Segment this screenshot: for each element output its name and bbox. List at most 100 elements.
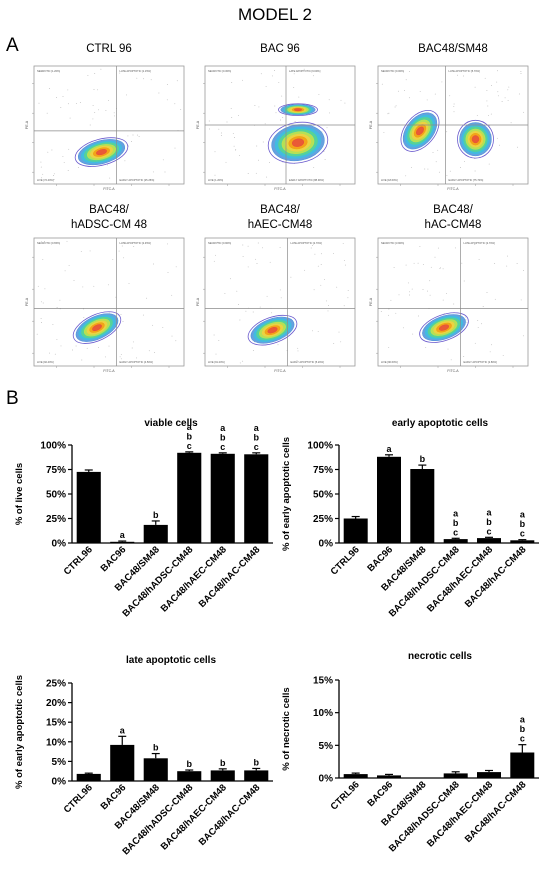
event-dot	[225, 161, 227, 163]
bar	[443, 539, 468, 543]
density-contour	[267, 327, 278, 334]
event-dot	[108, 345, 110, 347]
event-dot	[121, 245, 123, 247]
event-dot	[474, 342, 476, 344]
event-dot	[313, 166, 315, 168]
event-dot	[450, 359, 452, 361]
event-dot	[497, 95, 499, 97]
event-dot	[216, 241, 218, 243]
event-dot	[290, 276, 292, 278]
event-dot	[258, 159, 259, 161]
event-dot	[83, 317, 85, 319]
event-dot	[218, 340, 220, 342]
event-dot	[520, 299, 522, 301]
flow-plot: BAC 96 NECROTIC [0.30%] LATE APOPTOTIC [9.…	[196, 43, 356, 191]
event-dot	[340, 99, 342, 101]
event-dot	[440, 267, 441, 269]
event-dot	[245, 310, 247, 312]
bar	[76, 471, 101, 543]
flow-plot: CTRL 96 NECROTIC [1.20%] LATE APOPTOTIC [1…	[25, 43, 185, 191]
bar-chart: viable cells % of live cells 0% 25% 50% 75% 10…	[14, 418, 273, 619]
event-dot	[336, 286, 338, 288]
event-dot	[491, 85, 492, 87]
event-dot	[409, 291, 411, 293]
significance-letter: c	[520, 529, 525, 539]
event-dot	[92, 105, 94, 107]
event-dot	[265, 85, 267, 87]
event-dot	[60, 107, 62, 108]
event-dot	[496, 81, 498, 83]
event-dot	[53, 179, 55, 181]
event-dot	[297, 347, 299, 349]
event-dot	[446, 131, 448, 133]
event-dot	[328, 99, 330, 101]
event-dot	[417, 262, 419, 264]
event-dot	[461, 262, 463, 264]
event-dot	[464, 160, 465, 162]
event-dot	[343, 305, 345, 307]
event-dot	[488, 114, 490, 116]
event-dot	[256, 145, 258, 147]
event-dot	[522, 335, 524, 337]
y-tick-label: 0%	[319, 774, 334, 785]
event-dot	[489, 351, 491, 353]
significance-letter: b	[187, 759, 193, 769]
event-dot	[517, 146, 518, 148]
event-dot	[152, 324, 154, 326]
event-dot	[252, 311, 254, 313]
event-dot	[502, 354, 504, 356]
event-dot	[507, 89, 509, 91]
event-dot	[277, 344, 279, 346]
flow-plot-title: hAEC-CM48	[248, 219, 313, 231]
significance-letter: a	[520, 510, 526, 520]
flow-cytometry-panel: CTRL 96 NECROTIC [1.20%] LATE APOPTOTIC [1…	[25, 43, 529, 373]
flow-plot: BAC48/hAC-CM48 NECROTIC [3.90%] LATE APOPT…	[369, 204, 529, 373]
event-dot	[435, 161, 437, 163]
quadrant-label-early-apoptotic: EARLY APOPTOTIC [5.20%]	[291, 360, 325, 364]
quadrant-label-necrotic: NECROTIC [3.90%]	[381, 241, 404, 245]
event-dot	[69, 117, 71, 119]
event-dot	[520, 71, 522, 72]
event-dot	[311, 245, 313, 247]
event-dot	[266, 295, 268, 297]
bar	[177, 771, 202, 781]
event-dot	[507, 99, 509, 101]
event-dot	[510, 122, 512, 124]
event-dot	[229, 278, 231, 280]
significance-letter: a	[453, 508, 459, 518]
event-dot	[383, 131, 385, 133]
event-dot	[497, 91, 499, 93]
flow-axis-x-label: FITC-A	[103, 187, 115, 191]
significance-letter: b	[153, 510, 159, 520]
event-dot	[162, 326, 164, 328]
event-dot	[425, 346, 427, 348]
event-dot	[213, 260, 215, 262]
event-dot	[68, 148, 70, 150]
y-axis-label: % of early apoptotic cells	[14, 675, 25, 789]
y-tick-label: 100%	[40, 441, 66, 452]
event-dot	[132, 341, 134, 343]
density-contour	[419, 312, 469, 343]
event-dot	[93, 89, 95, 90]
event-dot	[118, 250, 120, 252]
event-dot	[113, 115, 115, 117]
y-tick-label: 25%	[46, 679, 66, 690]
event-dot	[53, 173, 55, 175]
bar-chart: necrotic cells % of necrotic cells 0% 5% 10%…	[281, 651, 539, 854]
event-dot	[42, 302, 44, 304]
event-dot	[80, 250, 82, 252]
flow-plot-title: hADSC-CM 48	[71, 219, 147, 231]
event-dot	[266, 176, 268, 178]
event-dot	[220, 135, 222, 137]
density-contour	[438, 324, 450, 331]
density-contour	[247, 314, 298, 346]
event-dot	[234, 137, 235, 138]
quadrant-label-early-apoptotic: EARLY APOPTOTIC [75.70%]	[449, 178, 484, 182]
event-dot	[518, 93, 520, 95]
event-dot	[72, 349, 73, 351]
event-dot	[98, 109, 100, 111]
event-dot	[128, 145, 130, 147]
event-dot	[48, 88, 50, 89]
event-dot	[318, 93, 320, 95]
significance-letter: b	[520, 519, 526, 529]
